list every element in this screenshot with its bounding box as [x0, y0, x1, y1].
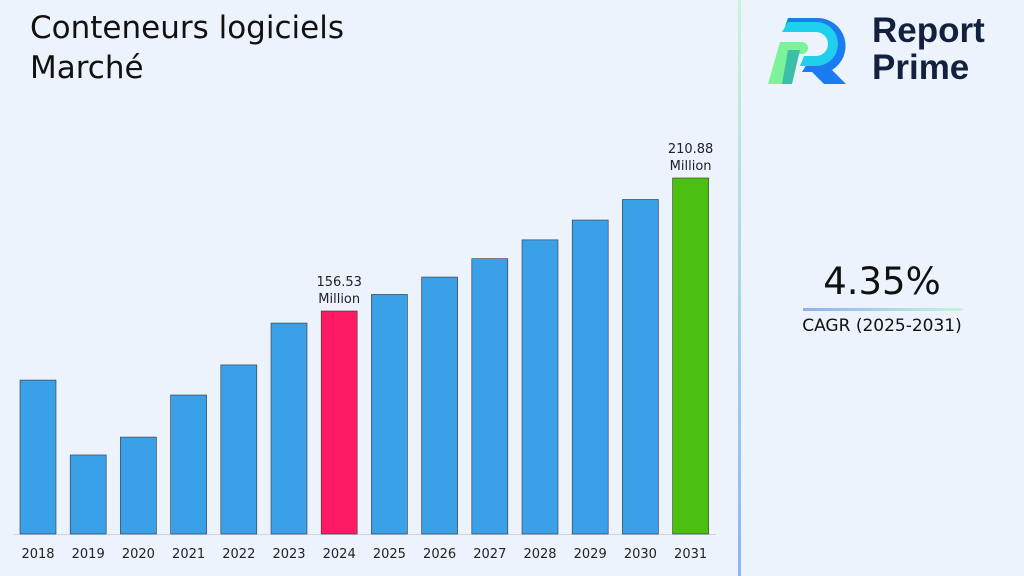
bar-2025 — [371, 294, 408, 535]
chart-title: Conteneurs logiciels Marché — [30, 8, 530, 88]
logo-line-1: Report — [872, 11, 985, 50]
data-label-unit: Million — [318, 292, 360, 307]
x-tick-label: 2027 — [473, 547, 506, 562]
x-tick-label: 2022 — [222, 547, 255, 562]
x-tick-label: 2019 — [72, 547, 105, 562]
data-label-unit: Million — [670, 159, 712, 174]
bar-2021 — [170, 394, 207, 535]
title-line-2: Marché — [30, 50, 144, 86]
bar-2023 — [270, 322, 308, 535]
bar-2022 — [220, 364, 258, 535]
bar-2031 — [672, 177, 709, 535]
bar-2028 — [521, 239, 559, 535]
bar-chart: 2018 2019 2020 2021 2022 2023 2024 2025 2026 2027… — [14, 142, 716, 562]
logo-text: Report Prime — [872, 12, 985, 86]
data-label-value: 210.88 — [668, 142, 714, 157]
data-label-value: 156.53 — [316, 275, 362, 290]
bar-2024 — [320, 310, 358, 535]
bar-2029 — [571, 219, 609, 535]
bar-2018 — [19, 379, 57, 535]
cagr-underline — [803, 308, 963, 311]
divider — [738, 0, 741, 576]
bar-2026 — [421, 276, 458, 535]
x-tick-label: 2028 — [523, 547, 556, 562]
title-line-1: Conteneurs logiciels — [30, 10, 344, 46]
bar-2027 — [471, 258, 509, 535]
bar-2020 — [120, 436, 157, 535]
report-prime-logo-icon — [768, 18, 846, 84]
x-tick-label: 2025 — [373, 547, 406, 562]
x-tick-label: 2018 — [21, 547, 54, 562]
cagr-label: CAGR (2025-2031) — [802, 316, 962, 336]
bar-2019 — [69, 454, 107, 535]
x-tick-label: 2031 — [674, 547, 707, 562]
logo-line-2: Prime — [872, 48, 970, 87]
x-tick-label: 2020 — [122, 547, 155, 562]
x-tick-label: 2026 — [423, 547, 456, 562]
x-tick-label: 2024 — [323, 547, 356, 562]
x-tick-label: 2021 — [172, 547, 205, 562]
x-tick-label: 2023 — [272, 547, 305, 562]
cagr-value: 4.35% — [823, 260, 941, 303]
x-tick-label: 2029 — [574, 547, 607, 562]
x-tick-label: 2030 — [624, 547, 657, 562]
bar-2030 — [622, 199, 659, 535]
